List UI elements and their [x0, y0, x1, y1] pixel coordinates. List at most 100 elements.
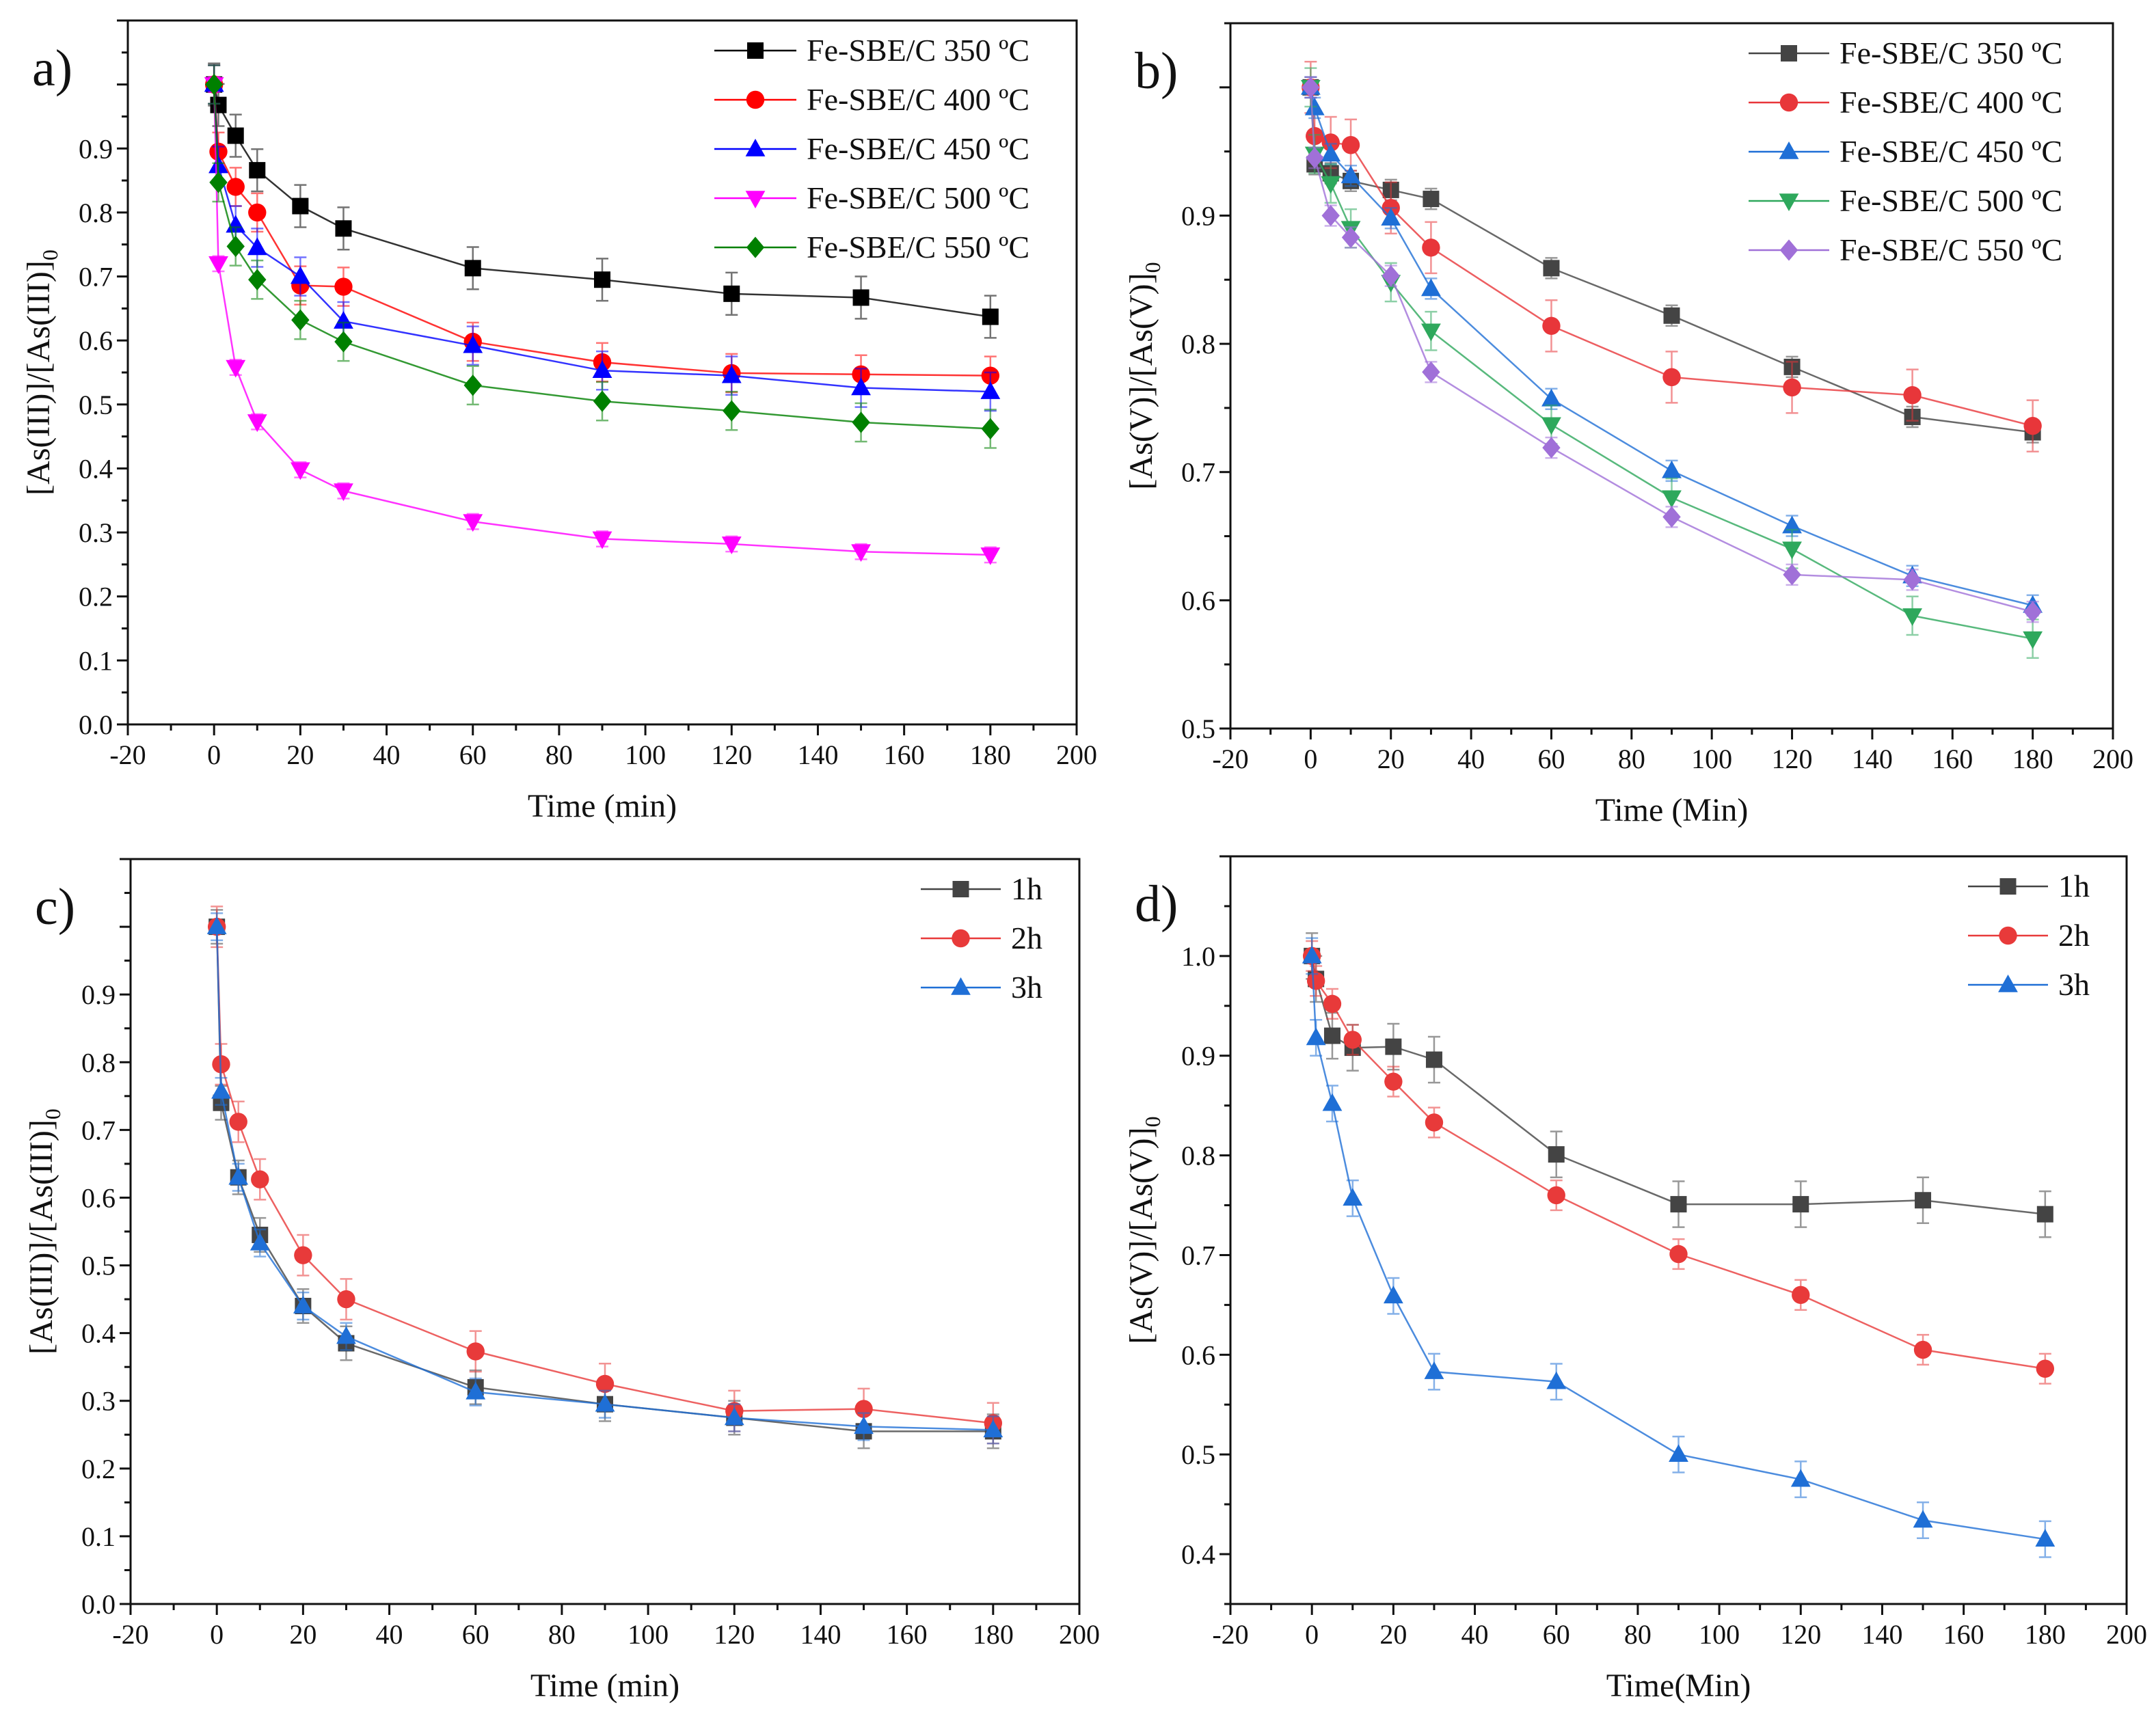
data-point [204, 74, 224, 96]
data-point [1662, 506, 1681, 528]
legend-marker [1781, 45, 1797, 62]
x-tick-label: 0 [210, 1619, 224, 1650]
data-point [723, 400, 741, 422]
x-tick-label: 120 [1780, 1619, 1821, 1650]
legend-entry: Fe-SBE/C 450 ºC [714, 131, 1029, 166]
panel-label: b) [1135, 42, 1178, 100]
series-line [215, 927, 993, 1431]
x-tick-label: 180 [970, 739, 1011, 770]
data-point [2035, 1529, 2056, 1547]
y-tick-label: 0.4 [79, 453, 113, 484]
data-point [1548, 1146, 1565, 1163]
x-tick-label: 200 [2092, 744, 2133, 774]
series-0 [1304, 932, 2053, 1238]
y-tick-label: 0.1 [79, 645, 113, 676]
data-point [851, 377, 871, 396]
x-tick-label: 60 [459, 739, 487, 770]
data-point [226, 235, 245, 258]
y-axis-label-main: [As(V)]/[As(V)] [1123, 273, 1159, 489]
legend-marker [951, 977, 971, 995]
data-point [209, 172, 228, 193]
panel-label: c) [35, 878, 75, 936]
data-point [466, 1381, 486, 1400]
y-tick-label: 0.5 [81, 1251, 116, 1281]
y-tick-label: 0.7 [81, 1115, 116, 1145]
data-point [1383, 1286, 1403, 1304]
y-axis-label-main: [As(III)]/[As(III)] [23, 1119, 59, 1355]
x-tick-label: 0 [207, 739, 221, 770]
x-tick-label: 120 [711, 739, 752, 770]
data-point [982, 308, 999, 325]
data-point [1670, 1196, 1687, 1213]
data-point [292, 198, 309, 215]
data-point [595, 1374, 615, 1393]
data-point [1321, 144, 1341, 162]
x-tick-label: -20 [1212, 744, 1248, 774]
data-point [1306, 1027, 1326, 1046]
data-point [334, 311, 353, 329]
y-tick-label: 1.0 [1181, 941, 1215, 972]
data-point [463, 335, 483, 353]
x-tick-label: 60 [1537, 744, 1565, 774]
data-point [335, 220, 352, 237]
data-point [1543, 260, 1560, 277]
y-axis-label-subscript: 0 [1140, 1116, 1165, 1127]
y-tick-label: 0.5 [1181, 713, 1215, 744]
data-point [293, 1296, 313, 1314]
y-axis-label: [As(V)]/[As(V)]0 [1123, 262, 1165, 489]
data-point [206, 916, 227, 934]
legend-marker [952, 881, 969, 897]
legend-entry: 1h [921, 871, 1042, 906]
legend-label: 2h [1011, 921, 1042, 955]
data-point [1792, 1196, 1809, 1213]
x-tick-label: 120 [1772, 744, 1813, 774]
y-axis-label-subscript: 0 [1140, 262, 1165, 273]
legend-marker [1779, 239, 1798, 261]
data-point [211, 1080, 231, 1099]
series-1 [1302, 940, 2055, 1385]
x-tick-label: -20 [109, 739, 146, 770]
data-point [2023, 416, 2042, 435]
data-point [228, 1167, 249, 1185]
data-point [1340, 165, 1361, 184]
legend-entry: Fe-SBE/C 400 ºC [714, 82, 1029, 117]
data-point [724, 1407, 744, 1426]
series-2 [206, 912, 1003, 1445]
data-point [229, 1113, 247, 1131]
data-point [1323, 994, 1342, 1014]
data-point [227, 127, 244, 144]
data-point [852, 289, 870, 306]
x-tick-label: 140 [797, 739, 838, 770]
y-tick-label: 0.7 [1181, 1240, 1215, 1270]
data-point [247, 414, 267, 433]
y-tick-label: 0.9 [1181, 200, 1215, 231]
legend-label: Fe-SBE/C 550 ºC [807, 230, 1029, 264]
x-tick-label: 140 [1861, 1619, 1902, 1650]
y-tick-label: 0.3 [81, 1386, 116, 1417]
legend-marker [1779, 93, 1798, 112]
data-point [1323, 1027, 1340, 1044]
y-tick-label: 0.6 [1181, 585, 1215, 616]
x-tick-label: 60 [462, 1619, 489, 1650]
y-tick-label: 0.7 [1181, 457, 1215, 488]
data-point [1382, 265, 1400, 287]
data-point [466, 1342, 485, 1361]
data-point [1422, 239, 1440, 257]
legend-label: Fe-SBE/C 400 ºC [807, 82, 1029, 117]
x-tick-label: 40 [1457, 744, 1485, 774]
data-point [463, 514, 483, 532]
legend-label: Fe-SBE/C 350 ºC [807, 33, 1029, 68]
plot-frame [129, 858, 1081, 1605]
data-point [248, 269, 267, 290]
y-axis-label: [As(V)]/[As(V)]0 [1123, 1116, 1165, 1344]
legend-entry: Fe-SBE/C 400 ºC [1749, 85, 2062, 120]
y-axis-label-main: [As(V)]/[As(V)] [1123, 1127, 1159, 1344]
legend-entry: Fe-SBE/C 500 ºC [1749, 183, 2062, 218]
data-point [1792, 1286, 1810, 1305]
x-tick-label: 160 [884, 739, 925, 770]
y-tick-label: 0.7 [79, 262, 113, 293]
chart-panel-a: -20 0 20 40 60 80 100 120 140 160 180 200 0.0 0.1 0.2 0… [21, 19, 1097, 824]
data-point [1790, 1469, 1811, 1487]
x-tick-label: 40 [1461, 1619, 1489, 1650]
